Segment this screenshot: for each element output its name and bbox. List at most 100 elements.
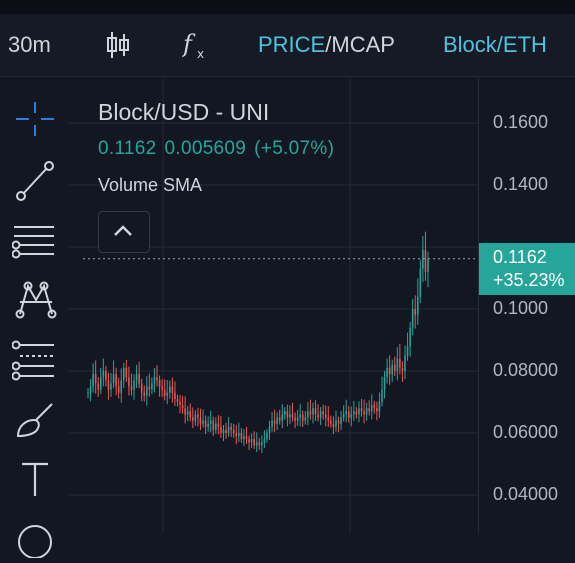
- svg-text:x: x: [197, 47, 204, 61]
- fib-icon[interactable]: [11, 336, 58, 382]
- candle-body: [327, 417, 330, 421]
- svg-text:f: f: [182, 30, 196, 58]
- candle-body: [396, 358, 399, 371]
- text-icon[interactable]: [12, 456, 58, 502]
- trend-line-icon[interactable]: [12, 158, 58, 204]
- candle-body: [181, 405, 184, 409]
- axis-tick-label: 0.08000: [493, 360, 559, 380]
- axis-tick-label: 0.1000: [493, 298, 549, 318]
- axis-tick-label: 0.04000: [493, 484, 559, 504]
- candle-body: [312, 408, 314, 415]
- mcap-option[interactable]: MCAP: [331, 32, 395, 57]
- candle-body: [350, 414, 353, 418]
- candle-body: [314, 408, 317, 415]
- candle-body: [199, 417, 202, 424]
- last-price-change: +35.23%: [493, 270, 565, 290]
- last-price-tag: 0.1162 +35.23%: [479, 243, 575, 295]
- chart-toolbar: 30m f x PRICE/MCAP Block/ETH: [0, 14, 575, 77]
- candle-body: [240, 433, 243, 440]
- candle-body: [278, 417, 281, 421]
- brush-icon[interactable]: [12, 396, 58, 442]
- candle-body: [145, 386, 148, 396]
- candle-body: [427, 258, 429, 272]
- candle-body: [184, 408, 186, 415]
- candle-body: [358, 408, 360, 415]
- candle-body: [419, 268, 422, 297]
- indicators-icon[interactable]: f x: [181, 28, 210, 62]
- candle-body: [110, 383, 112, 390]
- price-axis[interactable]: [478, 78, 575, 533]
- candle-body: [220, 426, 222, 433]
- candle-body: [299, 414, 301, 418]
- candle-body: [89, 386, 92, 393]
- candle-body: [309, 411, 312, 415]
- candle-body: [117, 386, 120, 393]
- change-percent: (+5.07%): [254, 138, 335, 159]
- candle-body: [156, 377, 158, 381]
- volume-sma-label[interactable]: Volume SMA: [98, 175, 203, 195]
- candle-body: [337, 420, 340, 424]
- candle-body: [163, 389, 166, 396]
- ohlc-values: 0.1162 0.005609 (+5.07%): [98, 138, 342, 160]
- candlestick-chart[interactable]: [68, 78, 478, 533]
- candle-body: [373, 405, 376, 409]
- candle-body: [422, 250, 424, 269]
- change-value: 0.005609: [164, 138, 247, 159]
- candle-body: [143, 392, 146, 396]
- pattern-icon[interactable]: [12, 276, 58, 322]
- collapse-legend-button[interactable]: [98, 211, 150, 253]
- candle-body: [281, 414, 284, 421]
- candlestick-icon[interactable]: [104, 30, 132, 60]
- candle-body: [376, 408, 378, 412]
- candle-body: [414, 309, 417, 316]
- horizontal-lines-icon[interactable]: [11, 218, 58, 264]
- candle-body: [289, 414, 291, 418]
- candle-body: [209, 420, 212, 424]
- shape-icon[interactable]: [12, 512, 58, 559]
- candle-body: [232, 429, 235, 433]
- candle-body: [227, 426, 230, 433]
- axis-tick-label: 0.06000: [493, 422, 559, 442]
- candle-body: [174, 392, 176, 399]
- candle-body: [248, 439, 250, 443]
- candle-body: [347, 411, 350, 418]
- candle-body: [332, 423, 335, 427]
- candle-body: [301, 414, 304, 421]
- drawing-toolbar: [0, 78, 68, 559]
- pair-selector[interactable]: Block/ETH: [443, 32, 547, 57]
- candle-body: [388, 367, 391, 375]
- candle-body: [355, 411, 358, 415]
- candle-body: [112, 374, 115, 384]
- candle-body: [115, 374, 117, 387]
- candle-body: [140, 383, 143, 393]
- symbol-title[interactable]: Block/USD - UNI: [98, 99, 270, 125]
- candle-body: [217, 423, 220, 427]
- candle-body: [215, 423, 217, 430]
- candle-body: [148, 386, 151, 390]
- candle-body: [317, 414, 319, 418]
- candle-body: [186, 411, 189, 415]
- candle-body: [363, 411, 365, 415]
- candle-body: [342, 414, 345, 418]
- candle-body: [324, 414, 327, 418]
- price-chart[interactable]: [68, 78, 478, 533]
- candle-body: [271, 420, 273, 427]
- candle-body: [212, 420, 215, 430]
- price-option[interactable]: PRICE: [258, 32, 326, 57]
- candle-body: [296, 417, 299, 421]
- candle-body: [411, 309, 414, 328]
- axis-tick-label: 0.1400: [493, 174, 549, 194]
- candle-body: [404, 355, 406, 371]
- close-value: 0.1162: [98, 138, 157, 159]
- candle-body: [360, 408, 363, 412]
- interval-button[interactable]: 30m: [8, 32, 51, 57]
- candle-body: [230, 426, 232, 430]
- candle-body: [255, 442, 258, 446]
- candle-body: [204, 420, 207, 427]
- candle-body: [307, 411, 309, 418]
- candle-body: [276, 417, 278, 424]
- crosshair-icon[interactable]: [12, 96, 58, 142]
- price-mcap-toggle[interactable]: PRICE/MCAP: [258, 32, 395, 58]
- candle-body: [161, 386, 163, 390]
- candle-body: [258, 442, 261, 446]
